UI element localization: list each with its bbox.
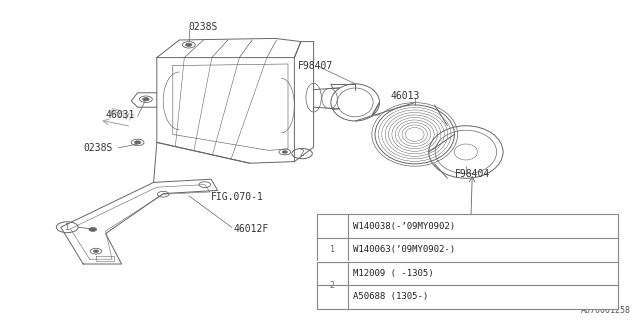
Text: 1: 1 <box>330 245 335 254</box>
Text: 0238S: 0238S <box>83 143 113 153</box>
Circle shape <box>93 250 99 252</box>
Text: W140063(’09MY0902-): W140063(’09MY0902-) <box>353 245 455 254</box>
Text: F98407: F98407 <box>298 60 333 71</box>
Text: FIG.070-1: FIG.070-1 <box>211 192 264 202</box>
Text: 46031: 46031 <box>106 110 135 120</box>
Text: 46013: 46013 <box>390 91 420 101</box>
Text: W140038(-’09MY0902): W140038(-’09MY0902) <box>353 222 455 231</box>
Text: A070001258: A070001258 <box>580 306 630 315</box>
FancyBboxPatch shape <box>317 214 618 309</box>
Text: FRONT: FRONT <box>108 107 134 123</box>
Text: 1: 1 <box>65 223 70 232</box>
Text: 2: 2 <box>300 149 305 158</box>
Text: F98404: F98404 <box>454 169 490 180</box>
Circle shape <box>134 141 141 144</box>
Text: 0238S: 0238S <box>189 22 218 32</box>
Text: M12009 ( -1305): M12009 ( -1305) <box>353 269 433 278</box>
Text: 2: 2 <box>330 281 335 290</box>
Circle shape <box>186 43 192 46</box>
Text: A50688 (1305-): A50688 (1305-) <box>353 292 428 301</box>
Text: FIG.050: FIG.050 <box>462 236 503 246</box>
Circle shape <box>89 228 97 231</box>
Circle shape <box>143 98 149 101</box>
Circle shape <box>282 151 287 153</box>
Text: 46012F: 46012F <box>234 224 269 234</box>
